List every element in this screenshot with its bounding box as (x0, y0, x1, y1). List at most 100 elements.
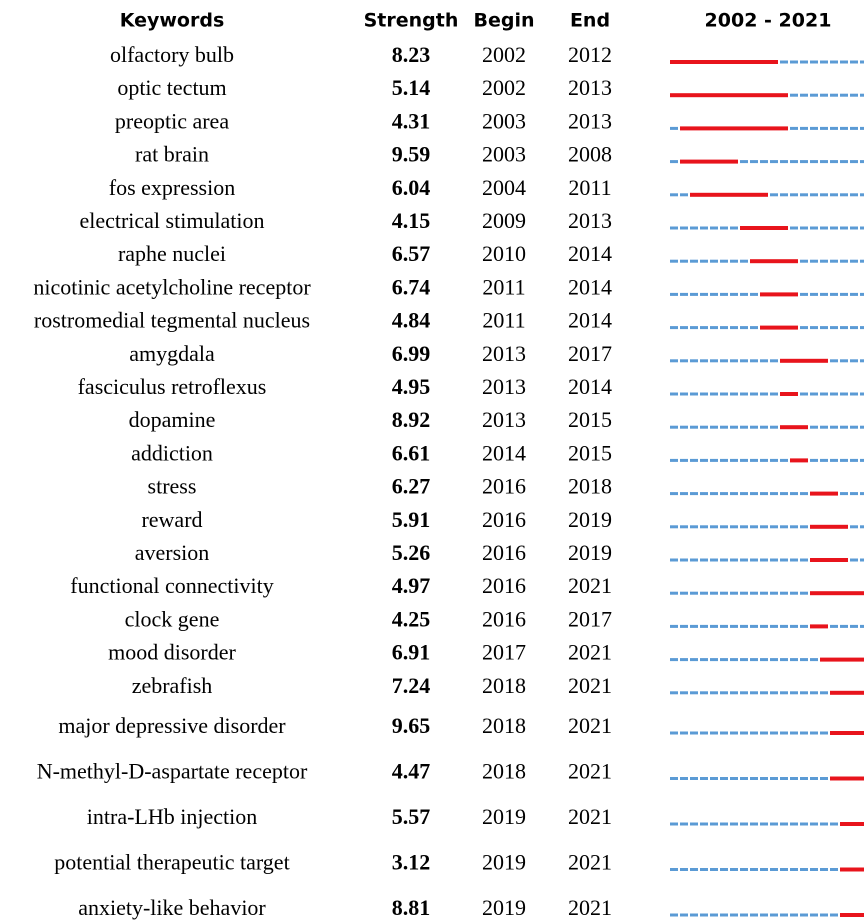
begin-year: 2019 (482, 850, 526, 875)
timeline-segment (750, 359, 758, 363)
timeline-segment (770, 193, 778, 197)
timeline-segment (800, 624, 808, 628)
timeline-segment (700, 658, 708, 662)
strength: 8.81 (392, 895, 431, 920)
timeline-segment (730, 458, 738, 462)
timeline-segment (750, 868, 758, 871)
burst-bar (760, 325, 798, 330)
timeline-segment (680, 913, 688, 917)
end-year: 2021 (568, 673, 612, 698)
timeline-segment (840, 226, 848, 230)
end-year: 2008 (568, 142, 612, 167)
strength: 6.61 (392, 440, 431, 465)
timeline-segment (860, 259, 864, 263)
timeline-segment (770, 658, 778, 662)
timeline-segment (670, 558, 678, 562)
timeline-segment (760, 458, 768, 462)
timeline-segment (770, 591, 778, 595)
timeline-segment (690, 392, 698, 396)
timeline-segment (670, 126, 678, 130)
timeline-segment (850, 193, 858, 197)
timeline-segment (830, 292, 838, 296)
timeline-segment (830, 624, 838, 628)
strength: 4.97 (392, 573, 431, 598)
timeline-segment (750, 292, 758, 296)
timeline-segment (850, 93, 858, 97)
timeline-segment (760, 731, 768, 735)
burst-bar (810, 524, 848, 529)
timeline-segment (740, 624, 748, 628)
begin-year: 2018 (482, 673, 526, 698)
timeline-segment (830, 458, 838, 462)
timeline-segment (800, 292, 808, 296)
timeline-segment (860, 525, 864, 529)
timeline-segment (770, 731, 778, 735)
timeline-segment (830, 259, 838, 263)
timeline-segment (810, 193, 818, 197)
timeline-segment (790, 591, 798, 595)
timeline-segment (680, 292, 688, 296)
timeline-segment (830, 822, 838, 826)
keyword: N-methyl-D-aspartate receptor (37, 759, 308, 784)
timeline-segment (810, 691, 818, 695)
timeline-segment (800, 777, 808, 780)
end-year: 2013 (568, 208, 612, 233)
column-header: Begin (473, 10, 534, 32)
timeline-segment (760, 525, 768, 529)
keyword: rat brain (135, 142, 209, 167)
timeline-segment (770, 777, 778, 780)
timeline-segment (860, 624, 864, 628)
burst-bar (780, 425, 808, 430)
timeline-segment (800, 259, 808, 263)
timeline-segment (690, 913, 698, 917)
timeline-segment (720, 292, 728, 296)
timeline-segment (790, 822, 798, 826)
timeline-segment (750, 425, 758, 429)
timeline-segment (830, 193, 838, 197)
timeline-segment (800, 658, 808, 662)
timeline-segment (820, 226, 828, 230)
timeline-segment (680, 558, 688, 562)
timeline-segment (730, 492, 738, 496)
timeline-segment (820, 868, 828, 871)
strength: 3.12 (392, 850, 431, 875)
timeline-segment (840, 193, 848, 197)
strength: 5.26 (392, 540, 431, 565)
keyword: rostromedial tegmental nucleus (34, 308, 310, 333)
timeline-segment (780, 193, 788, 197)
strength: 4.15 (392, 208, 431, 233)
begin-year: 2003 (482, 142, 526, 167)
end-year: 2019 (568, 540, 612, 565)
timeline-segment (790, 525, 798, 529)
begin-year: 2014 (482, 440, 526, 465)
timeline-segment (680, 392, 688, 396)
end-year: 2021 (568, 850, 612, 875)
timeline-segment (820, 913, 828, 917)
timeline-segment (750, 558, 758, 562)
timeline-segment (780, 658, 788, 662)
timeline-segment (780, 913, 788, 917)
timeline-segment (780, 492, 788, 496)
timeline-segment (740, 458, 748, 462)
timeline-segment (860, 193, 864, 197)
begin-year: 2002 (482, 42, 526, 67)
timeline-segment (800, 492, 808, 496)
timeline-segment (710, 292, 718, 296)
timeline-segment (840, 292, 848, 296)
timeline-segment (730, 624, 738, 628)
begin-year: 2018 (482, 759, 526, 784)
timeline-segment (790, 193, 798, 197)
timeline-segment (700, 731, 708, 735)
begin-year: 2011 (482, 274, 525, 299)
timeline-segment (720, 731, 728, 735)
strength: 5.14 (392, 75, 431, 100)
keyword: dopamine (129, 407, 216, 432)
timeline-segment (830, 392, 838, 396)
burst-bar (840, 913, 864, 917)
timeline-segment (720, 458, 728, 462)
timeline-segment (840, 60, 848, 64)
timeline-segment (850, 160, 858, 164)
timeline-segment (800, 525, 808, 529)
timeline-segment (690, 777, 698, 780)
keyword: olfactory bulb (110, 42, 234, 67)
